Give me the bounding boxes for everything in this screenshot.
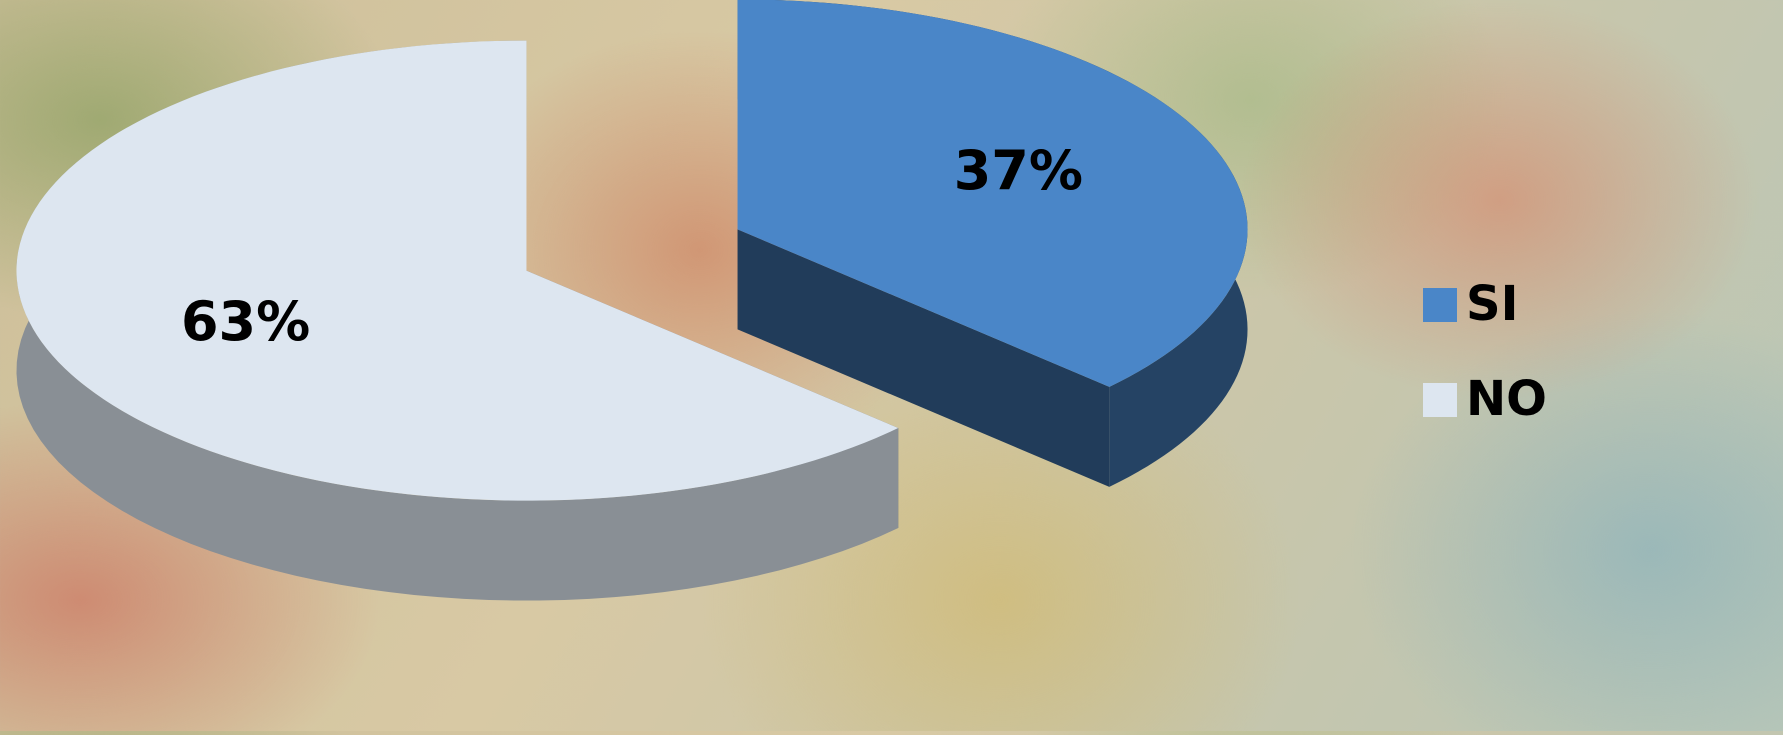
slice-edge (737, 229, 1110, 487)
data-label: 63% (181, 290, 310, 353)
legend-swatch (1423, 288, 1457, 322)
legend-label: SI (1466, 276, 1518, 332)
legend-swatch (1423, 383, 1457, 417)
pie-slice (16, 40, 899, 501)
legend-label: NO (1466, 371, 1547, 427)
data-label: 37% (954, 139, 1083, 202)
pie-slice (737, 0, 1248, 387)
